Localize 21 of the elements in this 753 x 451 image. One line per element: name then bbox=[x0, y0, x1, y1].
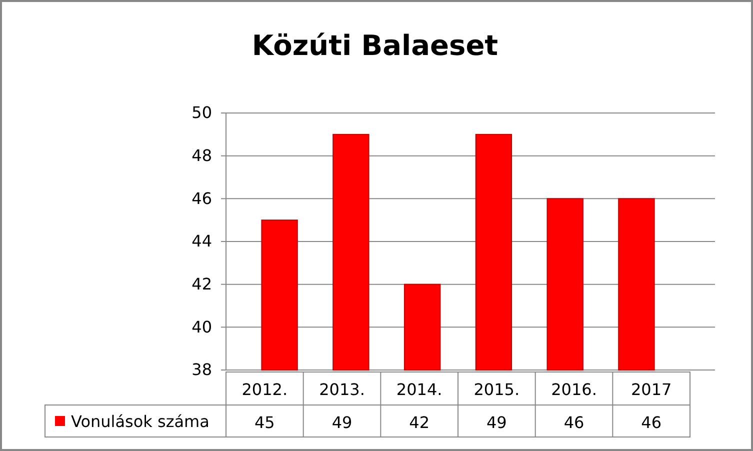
y-tick-label: 44 bbox=[192, 232, 212, 251]
data-label: 42 bbox=[409, 413, 430, 432]
chart-title: Közúti Balaeset bbox=[252, 29, 498, 62]
x-tick-label: 2017 bbox=[630, 380, 672, 399]
data-label: 49 bbox=[332, 413, 352, 432]
y-tick-label: 48 bbox=[192, 146, 212, 165]
x-tick-label: 2013. bbox=[319, 380, 365, 399]
data-label: 49 bbox=[486, 413, 507, 432]
y-tick-label: 42 bbox=[192, 274, 212, 294]
x-tick-label: 2012. bbox=[242, 380, 288, 399]
x-tick-label: 2015. bbox=[474, 380, 520, 399]
y-tick-label: 38 bbox=[192, 360, 212, 380]
data-label: 46 bbox=[641, 413, 662, 432]
x-tick-label: 2014. bbox=[396, 380, 442, 399]
y-tick-label: 40 bbox=[192, 317, 212, 336]
legend-label: Vonulások száma bbox=[71, 412, 210, 431]
y-tick-label: 46 bbox=[192, 188, 212, 208]
y-tick-label: 50 bbox=[192, 103, 212, 122]
data-label: 45 bbox=[254, 413, 275, 432]
data-label: 46 bbox=[564, 413, 584, 432]
x-tick-label: 2016. bbox=[551, 380, 597, 399]
